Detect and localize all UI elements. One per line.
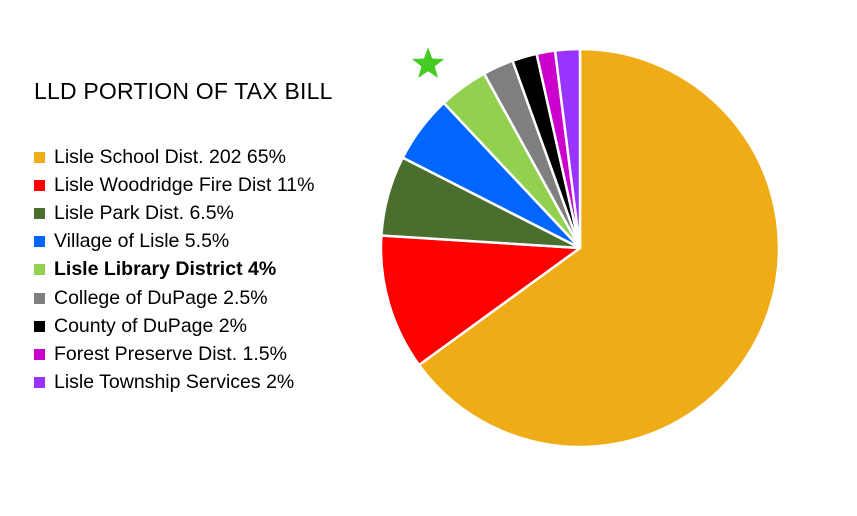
legend-item-lisle-park-dist-6-5: Lisle Park Dist. 6.5% (34, 199, 314, 227)
legend-swatch (34, 151, 45, 163)
pie-slice-lisle-school-dist-202-65 (417, 47, 781, 449)
legend-label: Lisle Township Services 2% (54, 371, 295, 394)
legend-swatch (34, 264, 45, 276)
legend-swatch (34, 179, 45, 191)
legend: Lisle School Dist. 202 65% Lisle Woodridg… (34, 143, 314, 397)
pie-slice-lisle-woodridge-fire-dist-11 (379, 234, 582, 367)
legend-item-lisle-school-dist-202-65: Lisle School Dist. 202 65% (34, 143, 314, 171)
legend-swatch (34, 292, 45, 304)
legend-label: Lisle Woodridge Fire Dist 11% (54, 173, 315, 196)
legend-swatch (34, 377, 45, 389)
legend-label: County of DuPage 2% (54, 314, 247, 337)
legend-swatch (34, 348, 45, 360)
legend-item-lisle-library-district-4: Lisle Library District 4% (34, 256, 314, 284)
legend-label: College of DuPage 2.5% (54, 286, 268, 309)
legend-item-college-of-dupage-2-5: College of DuPage 2.5% (34, 284, 314, 312)
legend-item-lisle-township-services-2: Lisle Township Services 2% (34, 369, 314, 397)
pie-slice-lisle-township-services-2 (553, 47, 582, 250)
legend-label: Lisle Library District 4% (54, 258, 277, 281)
legend-label: Lisle Park Dist. 6.5% (54, 201, 234, 224)
legend-label: Forest Preserve Dist. 1.5% (54, 342, 287, 365)
star-icon (411, 47, 445, 78)
legend-swatch (34, 236, 45, 248)
legend-swatch (34, 207, 45, 219)
legend-item-forest-preserve-dist-1-5: Forest Preserve Dist. 1.5% (34, 340, 314, 368)
chart-title: LLD PORTION OF TAX BILL (34, 78, 333, 104)
legend-label: Village of Lisle 5.5% (54, 230, 230, 253)
legend-swatch (34, 320, 45, 332)
legend-item-lisle-woodridge-fire-dist-11: Lisle Woodridge Fire Dist 11% (34, 171, 314, 199)
legend-label: Lisle School Dist. 202 65% (54, 145, 286, 168)
legend-item-village-of-lisle-5-5: Village of Lisle 5.5% (34, 228, 314, 256)
legend-item-county-of-dupage-2: County of DuPage 2% (34, 312, 314, 340)
